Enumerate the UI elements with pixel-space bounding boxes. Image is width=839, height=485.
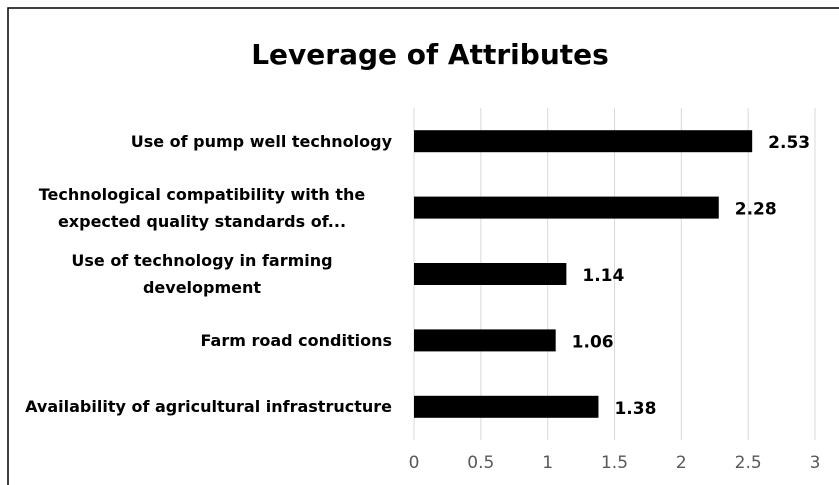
category-label-box: Technological compatibility with the exp… [2,183,392,233]
value-label: 1.06 [572,332,614,352]
x-tick-label: 1.5 [601,453,628,473]
x-tick-label: 2.5 [735,453,762,473]
category-label-box: Use of pump well technology [2,116,392,166]
x-tick-label: 1 [542,453,553,473]
y-tick-label: Availability of agricultural infrastruct… [25,397,392,417]
y-tick-label: Farm road conditions [200,330,392,350]
value-label: 1.38 [614,399,656,419]
value-label: 2.28 [735,200,777,220]
category-label-box: Farm road conditions [2,315,392,365]
y-tick-label: Use of technology in farming development [71,251,333,297]
category-label-box: Availability of agricultural infrastruct… [2,382,392,432]
y-tick-label: Use of pump well technology [130,131,392,151]
category-label-box: Use of technology in farming development [2,249,392,299]
y-tick-label: Technological compatibility with the exp… [38,184,366,231]
bar [414,130,753,153]
chart-title: Leverage of Attributes [251,38,609,71]
x-tick-label: 0 [409,453,420,473]
value-label: 2.53 [768,133,810,153]
x-tick-label: 2 [676,453,687,473]
x-tick-label: 3 [810,453,821,473]
bar [414,395,599,418]
value-label: 1.14 [582,266,624,286]
bar [414,263,567,285]
x-tick-label: 0.5 [467,453,494,473]
bar [414,329,556,352]
bar [414,196,719,219]
